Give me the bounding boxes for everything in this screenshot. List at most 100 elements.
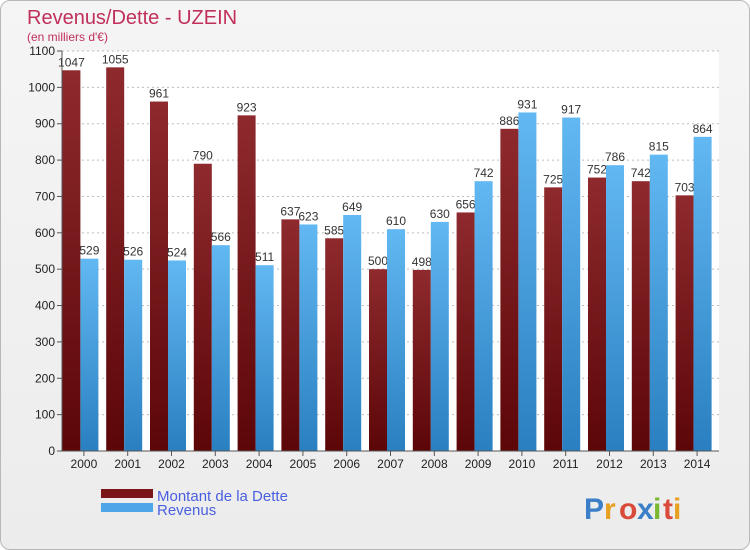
value-label-dette-2004: 923 bbox=[237, 100, 257, 114]
value-label-revenus-2010: 931 bbox=[517, 97, 537, 111]
bar-revenus-2010 bbox=[518, 112, 537, 452]
value-label-dette-2009: 656 bbox=[456, 197, 476, 211]
xtick-label-2003: 2003 bbox=[202, 457, 229, 471]
ytick-label: 600 bbox=[35, 226, 55, 240]
bar-dette-2002 bbox=[150, 101, 168, 451]
bar-dette-2011 bbox=[544, 187, 563, 451]
bar-dette-2012 bbox=[588, 177, 606, 451]
bar-revenus-2001 bbox=[124, 259, 143, 451]
logo-letter: o bbox=[619, 493, 637, 526]
bar-dette-2013 bbox=[631, 181, 650, 451]
value-label-dette-2006: 585 bbox=[324, 223, 344, 237]
bar-revenus-2008 bbox=[430, 221, 449, 451]
legend-swatch-revenus bbox=[101, 503, 153, 512]
ytick-label: 1100 bbox=[29, 44, 55, 58]
value-label-dette-2003: 790 bbox=[193, 149, 213, 163]
ytick-label: 300 bbox=[35, 335, 55, 349]
ytick-label: 100 bbox=[35, 408, 55, 422]
value-label-dette-2010: 886 bbox=[499, 114, 519, 128]
value-label-dette-2011: 725 bbox=[543, 172, 563, 186]
logo-letter: i bbox=[653, 493, 661, 526]
bar-dette-2005 bbox=[281, 219, 300, 451]
value-label-revenus-2003: 566 bbox=[211, 230, 231, 244]
bar-dette-2003 bbox=[193, 163, 212, 451]
xtick-label-2013: 2013 bbox=[640, 457, 667, 471]
xtick-label-2000: 2000 bbox=[71, 457, 98, 471]
legend-label-revenus: Revenus bbox=[157, 502, 216, 519]
value-label-revenus-2002: 524 bbox=[167, 245, 187, 259]
value-label-revenus-2014: 864 bbox=[693, 122, 713, 136]
value-label-dette-2007: 500 bbox=[368, 254, 388, 268]
xtick-label-2002: 2002 bbox=[158, 457, 185, 471]
ytick-label: 1000 bbox=[28, 80, 55, 94]
xtick-label-2007: 2007 bbox=[377, 457, 404, 471]
bar-revenus-2000 bbox=[80, 258, 99, 451]
value-label-dette-2005: 637 bbox=[280, 204, 300, 218]
value-label-dette-2008: 498 bbox=[412, 255, 432, 269]
ytick-label: 500 bbox=[35, 262, 55, 276]
value-label-dette-2000: 1047 bbox=[58, 55, 85, 69]
ytick-label: 900 bbox=[35, 117, 55, 131]
bar-dette-2014 bbox=[675, 195, 694, 451]
bar-revenus-2012 bbox=[606, 165, 624, 451]
logo-letter: i bbox=[673, 493, 681, 526]
value-label-dette-2012: 752 bbox=[587, 163, 607, 177]
bar-revenus-2006 bbox=[343, 215, 362, 451]
bar-dette-2007 bbox=[369, 269, 387, 451]
xtick-label-2009: 2009 bbox=[465, 457, 492, 471]
xtick-label-2005: 2005 bbox=[290, 457, 317, 471]
value-label-revenus-2011: 917 bbox=[561, 103, 581, 117]
bar-dette-2004 bbox=[237, 115, 256, 451]
xtick-label-2012: 2012 bbox=[596, 457, 623, 471]
axes: 0 100 200 300 400 500 600 700 800 900 1000 1100 2000… bbox=[28, 44, 719, 471]
ytick-label: 200 bbox=[35, 371, 55, 385]
logo-letter: t bbox=[663, 493, 673, 526]
bar-dette-2001 bbox=[106, 67, 125, 451]
value-label-revenus-2009: 742 bbox=[474, 166, 494, 180]
xtick-label-2008: 2008 bbox=[421, 457, 448, 471]
bar-dette-2000 bbox=[62, 70, 81, 451]
value-label-revenus-2012: 786 bbox=[605, 150, 625, 164]
value-label-dette-2001: 1055 bbox=[102, 52, 129, 66]
xtick-label-2001: 2001 bbox=[114, 457, 141, 471]
logo-letter: r bbox=[604, 493, 616, 526]
bar-revenus-2009 bbox=[474, 181, 493, 451]
value-label-dette-2014: 703 bbox=[675, 180, 695, 194]
chart-subtitle: (en milliers d'€) bbox=[27, 30, 108, 44]
logo-letter: P bbox=[584, 493, 604, 526]
value-label-revenus-2007: 610 bbox=[386, 214, 406, 228]
xtick-label-2011: 2011 bbox=[553, 457, 579, 471]
bar-revenus-2003 bbox=[211, 245, 230, 451]
chart-title: Revenus/Dette - UZEIN bbox=[27, 7, 237, 29]
value-label-revenus-2005: 623 bbox=[298, 209, 318, 223]
value-label-revenus-2000: 529 bbox=[79, 244, 99, 258]
value-label-revenus-2006: 649 bbox=[342, 200, 362, 214]
bar-dette-2006 bbox=[325, 238, 344, 451]
logo-letter: x bbox=[637, 493, 654, 526]
xtick-label-2014: 2014 bbox=[684, 457, 711, 471]
bar-revenus-2011 bbox=[562, 117, 581, 451]
xtick-label-2004: 2004 bbox=[246, 457, 273, 471]
bar-dette-2010 bbox=[500, 128, 519, 451]
value-label-dette-2002: 961 bbox=[149, 87, 169, 101]
ytick-label: 700 bbox=[35, 189, 55, 203]
ytick-label: 0 bbox=[48, 444, 55, 458]
bar-revenus-2014 bbox=[693, 136, 712, 451]
bar-revenus-2005 bbox=[299, 224, 318, 451]
xtick-label-2010: 2010 bbox=[509, 457, 536, 471]
legend-label-dette: Montant de la Dette bbox=[157, 488, 288, 505]
bar-dette-2009 bbox=[456, 212, 475, 451]
value-label-revenus-2013: 815 bbox=[649, 140, 669, 154]
xtick-label-2006: 2006 bbox=[333, 457, 360, 471]
value-label-revenus-2001: 526 bbox=[123, 245, 143, 259]
bar-dette-2008 bbox=[412, 269, 431, 451]
value-label-revenus-2004: 511 bbox=[255, 250, 274, 264]
bar-revenus-2007 bbox=[387, 229, 405, 451]
ytick-label: 800 bbox=[35, 153, 55, 167]
bar-revenus-2004 bbox=[255, 265, 274, 451]
